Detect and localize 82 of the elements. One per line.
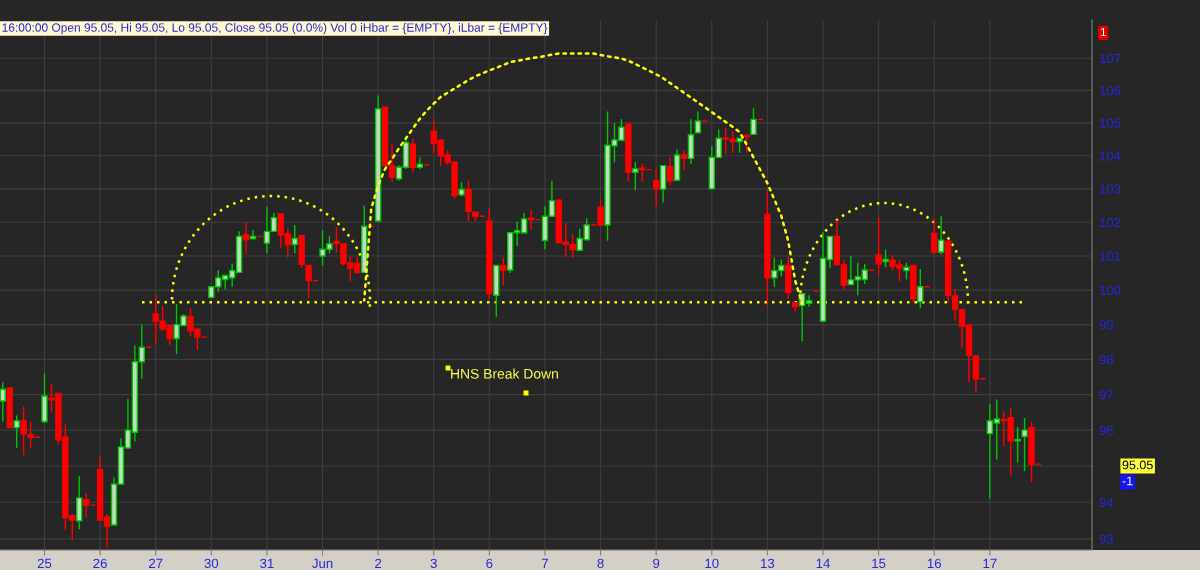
text: 1 [1100, 27, 1106, 37]
candlestick [76, 475, 83, 531]
candlestick [785, 256, 792, 300]
candlestick [458, 181, 465, 198]
candlestick [486, 206, 493, 300]
y-tick-label: 101 [1099, 251, 1121, 261]
x-tick-label: 31 [260, 558, 274, 569]
candlestick [673, 148, 681, 182]
candlestick [937, 215, 945, 256]
x-tick-label: 8 [597, 558, 604, 569]
candlestick [639, 162, 646, 183]
candlestick [903, 262, 910, 281]
x-tick-label: 27 [149, 558, 163, 568]
candlestick [374, 94, 382, 223]
y-tick-label: 104 [1099, 151, 1121, 161]
candlestick [882, 248, 889, 268]
y-tick-label: 97 [1099, 390, 1113, 400]
candlestick [500, 257, 507, 286]
x-tick-label: 15 [872, 558, 886, 569]
candlestick [409, 137, 417, 173]
text: -1 [1122, 476, 1133, 486]
candlestick [291, 224, 298, 255]
candlestick [652, 168, 660, 207]
candlestick [1014, 426, 1021, 464]
x-tick-label: 14 [816, 558, 830, 568]
candlestick [0, 381, 6, 423]
candlestick [41, 372, 48, 424]
candlestick [764, 189, 771, 307]
candlestick [13, 414, 20, 449]
candlestick [917, 268, 924, 309]
y-tick-label: 96 [1099, 425, 1114, 435]
chart-title: 16:00:00 Open 95.05, Hi 95.05, Lo 95.05, Close 95.05 (0.0%) Vol 0 iHbar = {EMPTY}, iLbar = {EMPTY} [2, 23, 548, 35]
x-tick-label: Jun [312, 558, 333, 569]
y-tick-label: 98 [1099, 354, 1114, 365]
candlestick [659, 164, 667, 204]
x-tick-label: 9 [653, 558, 660, 569]
y-tick-label: 106 [1099, 85, 1121, 96]
y-tick-label: 100 [1099, 285, 1121, 296]
x-tick-label: 7 [541, 558, 548, 568]
candlestick [910, 264, 917, 303]
candlestick [632, 161, 639, 191]
candlestick [298, 235, 305, 269]
x-tick-label: 25 [37, 558, 52, 569]
x-tick-label: 16 [927, 558, 941, 569]
candlestick [931, 218, 938, 255]
candlestick [750, 107, 757, 136]
x-tick-label: 26 [93, 558, 107, 569]
y-tick-label: 107 [1099, 53, 1121, 64]
annotation: HNS Break Down [451, 368, 558, 379]
y-tick-label: 99 [1099, 320, 1113, 330]
y-tick-label: 102 [1099, 217, 1121, 228]
y-tick-label: 94 [1099, 497, 1114, 508]
candlestick [1021, 417, 1028, 472]
candlestick [680, 149, 688, 171]
x-tick-label: 10 [705, 558, 719, 569]
candlestick [6, 386, 13, 430]
candlestick [493, 264, 500, 318]
x-tick-label: 13 [761, 558, 775, 569]
text: 95.05 [1122, 460, 1153, 470]
candlestick [249, 229, 257, 241]
y-tick-label: 105 [1099, 118, 1121, 128]
candlestick [625, 123, 632, 183]
candlestick [242, 221, 250, 255]
x-tick-label: 30 [204, 558, 219, 569]
x-tick-label: 17 [983, 558, 997, 568]
y-tick-label: 93 [1099, 534, 1114, 544]
candlestick [736, 136, 743, 154]
x-tick-label: 2 [375, 558, 382, 568]
candlestick [361, 205, 368, 274]
candlestick [694, 110, 702, 135]
x-tick-label: 6 [486, 558, 493, 569]
candlestick [666, 156, 674, 187]
y-tick-label: 103 [1099, 184, 1121, 194]
candlestick [743, 133, 750, 154]
candlestick [82, 492, 90, 519]
candlestick [465, 180, 472, 222]
candlestick [527, 208, 535, 231]
candlestick [687, 118, 695, 165]
candlestick [875, 216, 882, 276]
candlestick [416, 156, 424, 170]
candlestick [791, 301, 799, 313]
x-tick-label: 3 [430, 558, 437, 569]
